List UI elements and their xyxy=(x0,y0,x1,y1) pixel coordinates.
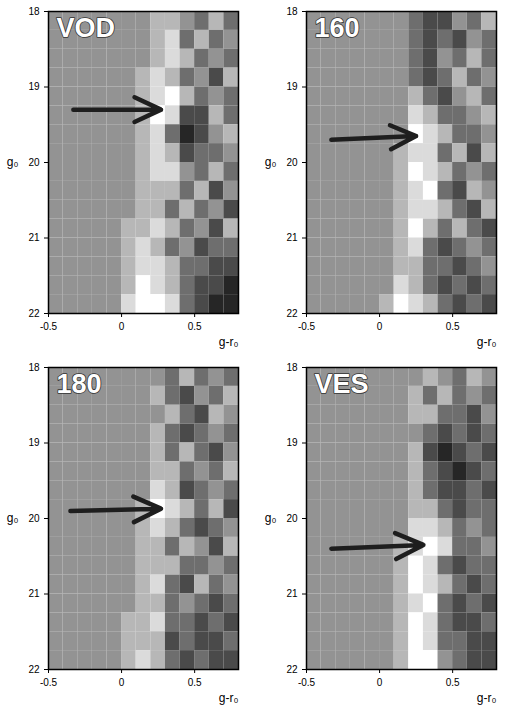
svg-text:20: 20 xyxy=(286,513,298,524)
svg-text:19: 19 xyxy=(286,437,298,448)
svg-text:0: 0 xyxy=(377,677,383,688)
svg-text:-0.5: -0.5 xyxy=(40,677,58,688)
svg-text:g₀: g₀ xyxy=(265,155,277,169)
svg-text:22: 22 xyxy=(28,308,40,319)
svg-text:VOD: VOD xyxy=(57,13,116,43)
svg-text:18: 18 xyxy=(286,362,298,373)
svg-text:20: 20 xyxy=(286,157,298,168)
svg-text:19: 19 xyxy=(286,81,298,92)
svg-text:-0.5: -0.5 xyxy=(298,677,316,688)
svg-text:g-r₀: g-r₀ xyxy=(477,335,497,349)
svg-text:-0.5: -0.5 xyxy=(298,321,316,332)
svg-text:0: 0 xyxy=(119,677,125,688)
svg-text:0: 0 xyxy=(377,321,383,332)
svg-text:22: 22 xyxy=(286,664,298,675)
svg-text:19: 19 xyxy=(28,437,40,448)
svg-text:20: 20 xyxy=(28,513,40,524)
svg-text:19: 19 xyxy=(28,81,40,92)
svg-text:g-r₀: g-r₀ xyxy=(219,691,239,705)
svg-text:20: 20 xyxy=(28,157,40,168)
svg-text:21: 21 xyxy=(286,232,298,243)
svg-text:180: 180 xyxy=(57,369,102,399)
svg-text:21: 21 xyxy=(286,588,298,599)
svg-text:g₀: g₀ xyxy=(7,155,19,169)
svg-text:18: 18 xyxy=(286,6,298,17)
svg-text:22: 22 xyxy=(28,664,40,675)
svg-text:-0.5: -0.5 xyxy=(40,321,58,332)
svg-text:g₀: g₀ xyxy=(7,511,19,525)
svg-text:0.5: 0.5 xyxy=(188,321,202,332)
svg-text:g-r₀: g-r₀ xyxy=(219,335,239,349)
svg-text:21: 21 xyxy=(28,232,40,243)
svg-text:0.5: 0.5 xyxy=(446,677,460,688)
svg-text:18: 18 xyxy=(28,362,40,373)
svg-text:0.5: 0.5 xyxy=(446,321,460,332)
svg-text:22: 22 xyxy=(286,308,298,319)
svg-text:0: 0 xyxy=(119,321,125,332)
svg-text:0.5: 0.5 xyxy=(188,677,202,688)
svg-text:18: 18 xyxy=(28,6,40,17)
svg-text:160: 160 xyxy=(315,13,360,43)
svg-text:21: 21 xyxy=(28,588,40,599)
svg-text:VES: VES xyxy=(315,369,369,399)
svg-text:g-r₀: g-r₀ xyxy=(477,691,497,705)
svg-text:g₀: g₀ xyxy=(265,511,277,525)
